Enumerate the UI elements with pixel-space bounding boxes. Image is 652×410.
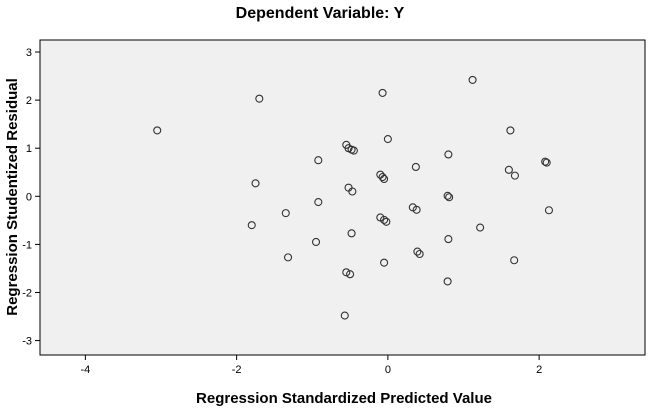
- y-tick-label: 3: [26, 47, 32, 59]
- x-tick-label: 0: [385, 364, 391, 376]
- y-tick-label: 1: [26, 143, 32, 155]
- scatter-point: [380, 215, 389, 224]
- x-axis-label: Regression Standardized Predicted Value: [196, 390, 492, 407]
- y-tick-label: 0: [26, 191, 32, 203]
- scatter-point: [506, 126, 515, 135]
- scatter-point: [445, 193, 454, 202]
- scatter-point: [346, 270, 355, 279]
- scatter-point: [378, 173, 387, 182]
- scatter-point: [444, 150, 453, 159]
- y-tick-label: 2: [26, 95, 32, 107]
- scatter-point: [504, 165, 513, 174]
- scatter-point: [412, 205, 421, 214]
- scatter-point: [281, 209, 290, 218]
- scatter-point: [476, 223, 485, 232]
- scatter-point: [380, 174, 389, 184]
- scatter-point: [255, 94, 264, 103]
- y-tick-label: -3: [22, 336, 32, 348]
- scatter-point: [443, 277, 452, 286]
- scatter-point: [413, 247, 422, 256]
- data-points: [153, 75, 554, 320]
- x-tick-label: 2: [536, 364, 542, 376]
- scatter-point: [510, 256, 519, 265]
- scatter-point: [544, 206, 554, 215]
- scatter-point: [314, 156, 323, 165]
- scatter-point: [541, 157, 550, 166]
- y-axis-label: Regression Studentized Residual: [4, 78, 21, 316]
- scatter-point: [415, 249, 424, 259]
- scatter-point: [283, 253, 293, 262]
- scatter-point: [444, 235, 453, 244]
- x-axis-ticks: -4 -2 0 2: [80, 355, 542, 376]
- scatter-point: [411, 162, 420, 172]
- scatter-point: [443, 191, 452, 200]
- x-tick-label: -2: [232, 364, 242, 376]
- scatter-point: [348, 187, 357, 196]
- y-tick-label: -2: [22, 287, 32, 299]
- scatter-point: [314, 198, 323, 207]
- scatter-point: [153, 126, 162, 135]
- scatter-point: [342, 268, 351, 277]
- scatter-point: [247, 221, 256, 230]
- scatter-point: [510, 171, 519, 180]
- scatter-point: [383, 135, 392, 144]
- x-tick-label: -4: [80, 364, 90, 376]
- plot-area: [39, 39, 646, 356]
- scatter-point: [468, 75, 477, 84]
- scatter-point: [347, 229, 356, 238]
- y-tick-label: -1: [22, 239, 32, 251]
- scatter-point: [349, 146, 358, 155]
- scatter-point: [380, 258, 389, 267]
- scatter-point: [340, 311, 349, 320]
- scatter-point: [251, 179, 260, 188]
- scatter-point: [382, 217, 391, 226]
- y-axis-ticks: -3 -2 -1 0 1 2 3: [22, 47, 40, 348]
- scatter-point: [542, 158, 551, 167]
- chart-title: Dependent Variable: Y: [236, 5, 405, 22]
- scatter-point: [378, 88, 387, 97]
- scatter-point: [311, 237, 321, 247]
